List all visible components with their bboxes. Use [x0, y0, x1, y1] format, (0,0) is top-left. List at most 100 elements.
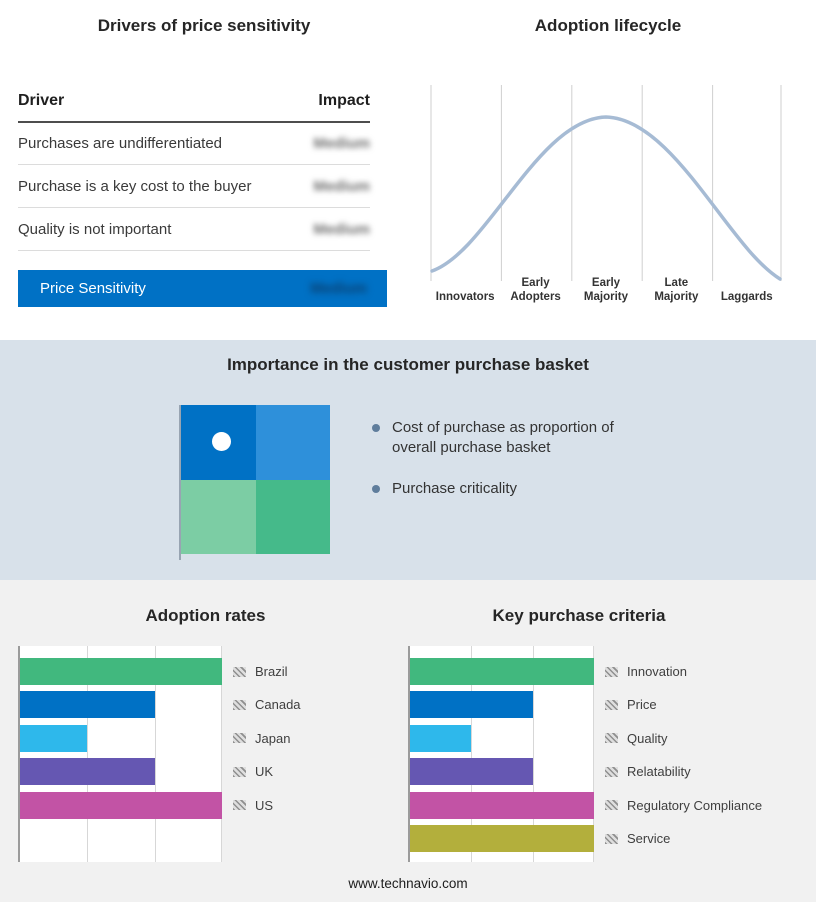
- key-purchase-criteria-title: Key purchase criteria: [492, 606, 666, 625]
- bar-relatability: [410, 758, 533, 786]
- legend-item: Relatability: [605, 758, 691, 785]
- bar-canada: [20, 691, 155, 719]
- legend-label: Regulatory Compliance: [627, 797, 763, 813]
- impact-cell-blurred: Medium: [313, 177, 370, 195]
- legend-label: UK: [255, 764, 274, 780]
- position-dot: [212, 432, 231, 451]
- bar-brazil: [20, 658, 222, 685]
- lifecycle-curve: [430, 115, 782, 281]
- legend-item: Canada: [233, 691, 301, 718]
- column-header-impact: Impact: [318, 92, 370, 109]
- bar-quality: [410, 724, 472, 752]
- bar-uk: [20, 758, 155, 786]
- stage-label: Innovators: [435, 291, 495, 304]
- legend-item: Service: [605, 825, 670, 852]
- lifecycle-stage-labels: Innovators Early Adopters Early Majority…: [430, 273, 782, 305]
- hatch-swatch-icon: [233, 699, 246, 710]
- column-header-driver: Driver: [18, 92, 65, 109]
- legend-label: Service: [627, 831, 671, 846]
- bar-us: [20, 791, 222, 819]
- stage-label: Laggards: [720, 291, 773, 304]
- purchase-basket-quadrant: [181, 405, 330, 554]
- legend-item: Regulatory Compliance: [605, 792, 762, 819]
- footer-url: www.technavio.com: [348, 876, 468, 891]
- stage-label: Early Majority: [583, 277, 629, 304]
- hatch-swatch-icon: [605, 766, 618, 777]
- quadrant-bottom-left: [181, 479, 256, 554]
- adoption-lifecycle-title: Adoption lifecycle: [534, 16, 682, 35]
- quadrant-axis-line: [179, 405, 181, 560]
- list-item: Cost of purchase as proportion of overal…: [372, 418, 640, 457]
- stage-label: Late Majority: [654, 277, 699, 304]
- legend-item: Innovation: [605, 658, 687, 685]
- key-purchase-criteria-legend: Innovation Price Quality Relatability Regula…: [605, 646, 805, 862]
- key-purchase-criteria-plot-area: [408, 646, 594, 862]
- gridline: [87, 646, 89, 862]
- legend-label: Brazil: [255, 664, 288, 679]
- hatch-swatch-icon: [605, 833, 618, 844]
- hatch-swatch-icon: [605, 666, 618, 677]
- adoption-rates-plot-area: [18, 646, 222, 862]
- adoption-lifecycle-chart: Innovators Early Adopters Early Majority…: [430, 85, 782, 307]
- price-sensitivity-impact-blurred: Medium: [310, 280, 367, 297]
- purchase-basket-band: [0, 340, 816, 580]
- purchase-basket-title: Importance in the customer purchase bask…: [227, 355, 589, 374]
- bar-innovation: [410, 658, 594, 685]
- adoption-rates-legend: Brazil Canada Japan UK US: [233, 646, 383, 862]
- stage-label: Early Adopters: [510, 277, 561, 304]
- hatch-swatch-icon: [605, 800, 618, 811]
- legend-item: Brazil: [233, 658, 288, 685]
- gridline: [221, 646, 222, 862]
- bullet-icon: [372, 485, 380, 493]
- price-sensitivity-row: Price Sensitivity Medium: [18, 270, 387, 307]
- gridline: [471, 646, 473, 862]
- drivers-table-header: Driver Impact: [18, 92, 370, 123]
- table-row: Purchase is a key cost to the buyer Medi…: [18, 165, 370, 208]
- table-row: Purchases are undifferentiated Medium: [18, 122, 370, 165]
- adoption-rates-title: Adoption rates: [145, 606, 266, 625]
- hatch-swatch-icon: [233, 766, 246, 777]
- driver-cell: Purchase is a key cost to the buyer: [18, 177, 252, 195]
- bar-price: [410, 691, 533, 719]
- legend-item: Price: [605, 691, 657, 718]
- bullet-text: Purchase criticality: [392, 480, 518, 497]
- bar-japan: [20, 724, 88, 752]
- legend-label: US: [255, 797, 274, 813]
- legend-label: Innovation: [627, 664, 687, 679]
- legend-label: Quality: [627, 730, 668, 746]
- hatch-swatch-icon: [605, 733, 618, 744]
- lifecycle-curve-svg: [430, 85, 782, 281]
- quadrant-top-left: [181, 405, 256, 480]
- bullet-icon: [372, 424, 380, 432]
- legend-label: Relatability: [627, 764, 691, 780]
- legend-item: Japan: [233, 725, 290, 752]
- gridline: [532, 646, 534, 862]
- hatch-swatch-icon: [605, 699, 618, 710]
- bar-regulatory-compliance: [410, 791, 594, 819]
- list-item: Purchase criticality: [372, 479, 640, 499]
- lifecycle-gridlines: [430, 85, 782, 281]
- hatch-swatch-icon: [233, 800, 246, 811]
- legend-label: Japan: [255, 730, 291, 746]
- driver-cell: Quality is not important: [18, 220, 172, 238]
- purchase-basket-bullets: Cost of purchase as proportion of overal…: [372, 418, 640, 521]
- impact-cell-blurred: Medium: [313, 220, 370, 238]
- bullet-text: Cost of purchase as proportion of overal…: [392, 419, 614, 456]
- impact-cell-blurred: Medium: [313, 134, 370, 152]
- gridline: [154, 646, 156, 862]
- legend-item: US: [233, 792, 273, 819]
- legend-item: UK: [233, 758, 273, 785]
- legend-label: Price: [627, 697, 657, 713]
- bar-service: [410, 825, 594, 852]
- gridline: [593, 646, 594, 862]
- hatch-swatch-icon: [233, 733, 246, 744]
- quadrant-bottom-right: [255, 479, 330, 554]
- legend-label: Canada: [255, 697, 301, 713]
- drivers-table-title: Drivers of price sensitivity: [97, 16, 311, 35]
- legend-item: Quality: [605, 725, 667, 752]
- table-row: Quality is not important Medium: [18, 208, 370, 251]
- price-sensitivity-label: Price Sensitivity: [40, 280, 146, 297]
- quadrant-top-right: [255, 405, 330, 480]
- hatch-swatch-icon: [233, 666, 246, 677]
